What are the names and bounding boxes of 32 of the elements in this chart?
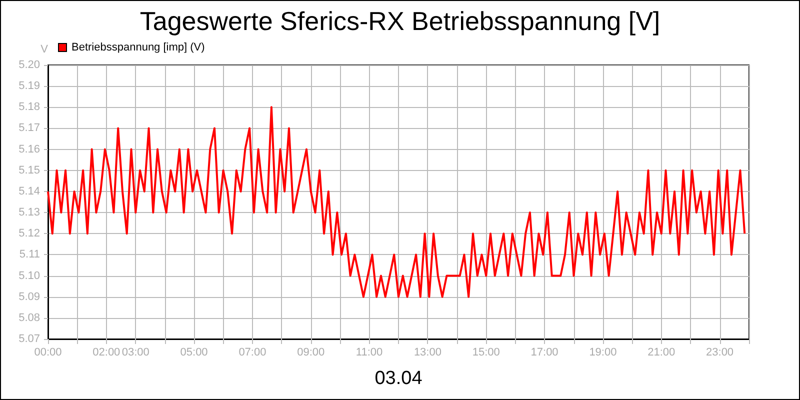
y-tick-label: 5.12	[18, 228, 40, 240]
chart-title: Tageswerte Sferics-RX Betriebsspannung [V]	[140, 6, 660, 36]
x-tick-label: 19:00	[589, 346, 617, 358]
y-tick-label: 5.08	[18, 312, 40, 324]
x-tick-label: 07:00	[238, 346, 266, 358]
x-tick-label: 13:00	[414, 346, 442, 358]
y-tick-label: 5.14	[18, 185, 40, 198]
x-tick-label: 03:00	[122, 346, 150, 358]
y-tick-label: 5.16	[18, 143, 40, 156]
line-series	[47, 106, 746, 298]
x-tick-label: 17:00	[530, 346, 558, 358]
x-tick-label: 05:00	[180, 346, 208, 358]
y-tick-label: 5.20	[18, 59, 40, 71]
x-tick-label: 00:00	[34, 346, 62, 358]
y-tick-label: 5.11	[19, 248, 40, 261]
x-tick-label: 09:00	[297, 346, 325, 358]
y-tick-label: 5.18	[18, 101, 40, 114]
y-tick-label: 5.09	[18, 290, 40, 303]
x-axis-title: 03.04	[374, 368, 423, 389]
legend-label: Betriebsspannung [imp] (V)	[72, 42, 205, 54]
y-tick-label: 5.15	[18, 164, 40, 176]
y-tick-label: 5.17	[18, 122, 40, 134]
x-tick-label: 11:00	[356, 346, 383, 358]
x-tick-label: 02:00	[92, 346, 120, 358]
y-tick-label: 5.10	[18, 270, 40, 282]
y-tick-label: 5.19	[18, 80, 40, 92]
y-axis-title: V	[40, 44, 49, 56]
y-tick-label: 5.07	[18, 333, 40, 345]
x-tick-label: 15:00	[472, 346, 500, 358]
x-tick-label: 21:00	[648, 346, 676, 358]
x-tick-label: 23:00	[706, 346, 734, 358]
y-tick-label: 5.13	[18, 206, 40, 219]
